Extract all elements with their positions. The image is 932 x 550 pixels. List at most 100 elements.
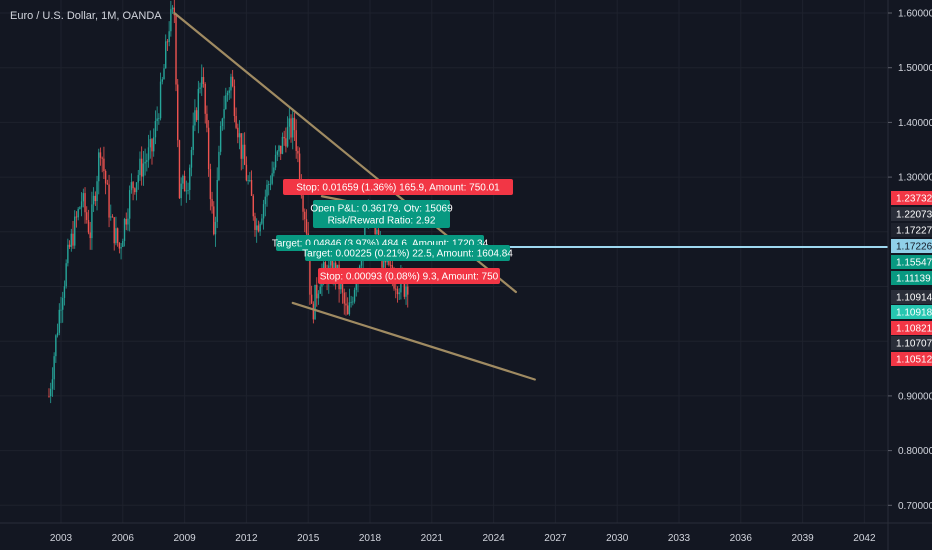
candle-body bbox=[254, 216, 256, 230]
price-badge-box bbox=[891, 336, 932, 350]
candle-body bbox=[158, 118, 160, 120]
candle-body bbox=[123, 219, 126, 241]
candle-body bbox=[346, 305, 349, 315]
price-badge-neutral[interactable]: 1.10707 bbox=[891, 336, 932, 350]
candle-body bbox=[211, 199, 213, 207]
candle-body bbox=[65, 263, 67, 287]
position-annotation-6[interactable]: Stop: 0.00093 (0.08%) 9.3, Amount: 750 bbox=[318, 268, 500, 284]
time-tick-label: 2018 bbox=[359, 533, 382, 544]
candle-body bbox=[151, 139, 153, 152]
candle-body bbox=[170, 9, 172, 32]
price-badge-stop[interactable]: 1.23732 bbox=[891, 191, 932, 205]
candle-body bbox=[359, 265, 361, 269]
candle-body bbox=[243, 144, 246, 165]
candle-body bbox=[213, 206, 215, 235]
candle-body bbox=[345, 303, 347, 306]
candle-body bbox=[63, 286, 66, 298]
price-badge-label: 1.17226 bbox=[896, 242, 932, 253]
candle-body bbox=[74, 216, 76, 246]
candle-body bbox=[340, 284, 342, 290]
candle-body bbox=[163, 68, 165, 80]
price-badge-box bbox=[891, 305, 932, 319]
candle-body bbox=[297, 150, 299, 154]
candle-body bbox=[252, 195, 254, 217]
price-tick-label: 1.30000 bbox=[898, 173, 932, 184]
price-badge-last[interactable]: 1.17226 bbox=[891, 239, 932, 253]
price-badge-target[interactable]: 1.15547 bbox=[891, 255, 932, 269]
candle-body bbox=[146, 160, 148, 162]
candle-body bbox=[403, 277, 406, 297]
candle-body bbox=[247, 180, 249, 182]
price-badge-stop[interactable]: 1.10512 bbox=[891, 352, 932, 366]
annotation-box bbox=[313, 212, 450, 228]
candle-body bbox=[60, 309, 62, 311]
candle-body bbox=[386, 260, 388, 263]
candle-body bbox=[231, 76, 234, 87]
price-badge-neutral[interactable]: 1.10914 bbox=[891, 290, 932, 304]
price-badge-label: 1.22073 bbox=[896, 210, 932, 221]
candle-body bbox=[273, 167, 275, 174]
candle-body bbox=[288, 118, 291, 127]
candle-body bbox=[274, 154, 277, 168]
position-annotation-5[interactable]: Target: 0.00225 (0.21%) 22.5, Amount: 16… bbox=[302, 245, 513, 261]
drawing-tools[interactable]: Stop: 0.01659 (1.36%) 165.9, Amount: 750… bbox=[173, 11, 888, 381]
candle-body bbox=[245, 164, 248, 181]
candle-body bbox=[108, 184, 110, 218]
price-badge-neutral[interactable]: 1.22073 bbox=[891, 207, 932, 221]
candle-body bbox=[197, 88, 200, 121]
candle-body bbox=[264, 196, 266, 205]
candle-body bbox=[130, 182, 133, 191]
candle-body bbox=[322, 262, 325, 274]
candle-body bbox=[118, 242, 121, 249]
candle-body bbox=[305, 219, 308, 234]
annotation-text: Target: 0.04846 (3.97%) 484.6, Amount: 1… bbox=[272, 239, 489, 250]
candle-body bbox=[233, 86, 236, 117]
candle-body bbox=[189, 167, 191, 190]
candle-body bbox=[209, 169, 212, 200]
price-badge-label: 1.10821 bbox=[896, 324, 932, 335]
price-badge-label: 1.10707 bbox=[896, 339, 932, 350]
candle-body bbox=[192, 125, 194, 150]
candle-body bbox=[182, 176, 184, 184]
candle-body bbox=[165, 41, 167, 69]
candle-body bbox=[120, 246, 122, 249]
candle-body bbox=[298, 153, 301, 182]
position-annotation-1[interactable]: Stop: 0.01659 (1.36%) 165.9, Amount: 750… bbox=[283, 179, 513, 195]
price-badge-stop[interactable]: 1.10821 bbox=[891, 321, 932, 335]
candle-body bbox=[312, 303, 315, 320]
candle-body bbox=[147, 147, 150, 161]
price-tick-label: 0.80000 bbox=[898, 446, 932, 457]
price-badge-target[interactable]: 1.11139 bbox=[891, 271, 932, 285]
candle-body bbox=[156, 118, 158, 122]
price-badge-label: 1.10918 bbox=[896, 308, 932, 319]
price-badge-target-light[interactable]: 1.10918 bbox=[891, 305, 932, 319]
candle-body bbox=[310, 294, 313, 304]
trendline-2[interactable] bbox=[291, 301, 536, 381]
candle-body bbox=[178, 140, 181, 199]
candle-body bbox=[207, 127, 210, 170]
candle-body bbox=[242, 144, 244, 159]
annotation-box bbox=[283, 179, 513, 195]
position-annotation-3[interactable]: Risk/Reward Ratio: 2.92 bbox=[313, 212, 450, 228]
candle-body bbox=[269, 183, 272, 185]
annotation-text: Stop: 0.01659 (1.36%) 165.9, Amount: 750… bbox=[296, 183, 500, 194]
candle-body bbox=[295, 130, 297, 151]
candle-body bbox=[223, 109, 225, 119]
candle-body bbox=[55, 335, 57, 357]
candle-body bbox=[314, 284, 316, 320]
candle-body bbox=[309, 258, 311, 295]
annotation-text: Risk/Reward Ratio: 2.92 bbox=[328, 216, 436, 227]
candle-body bbox=[75, 216, 78, 218]
candle-body bbox=[149, 139, 151, 148]
candle-body bbox=[159, 81, 162, 119]
time-tick-label: 2012 bbox=[235, 533, 258, 544]
candle-body bbox=[89, 232, 91, 239]
candle-body bbox=[259, 223, 261, 232]
price-badge-position[interactable]: 1.17227 bbox=[891, 223, 932, 237]
candle-body bbox=[183, 176, 186, 192]
candle-body bbox=[206, 113, 208, 128]
candle-body bbox=[92, 195, 95, 205]
